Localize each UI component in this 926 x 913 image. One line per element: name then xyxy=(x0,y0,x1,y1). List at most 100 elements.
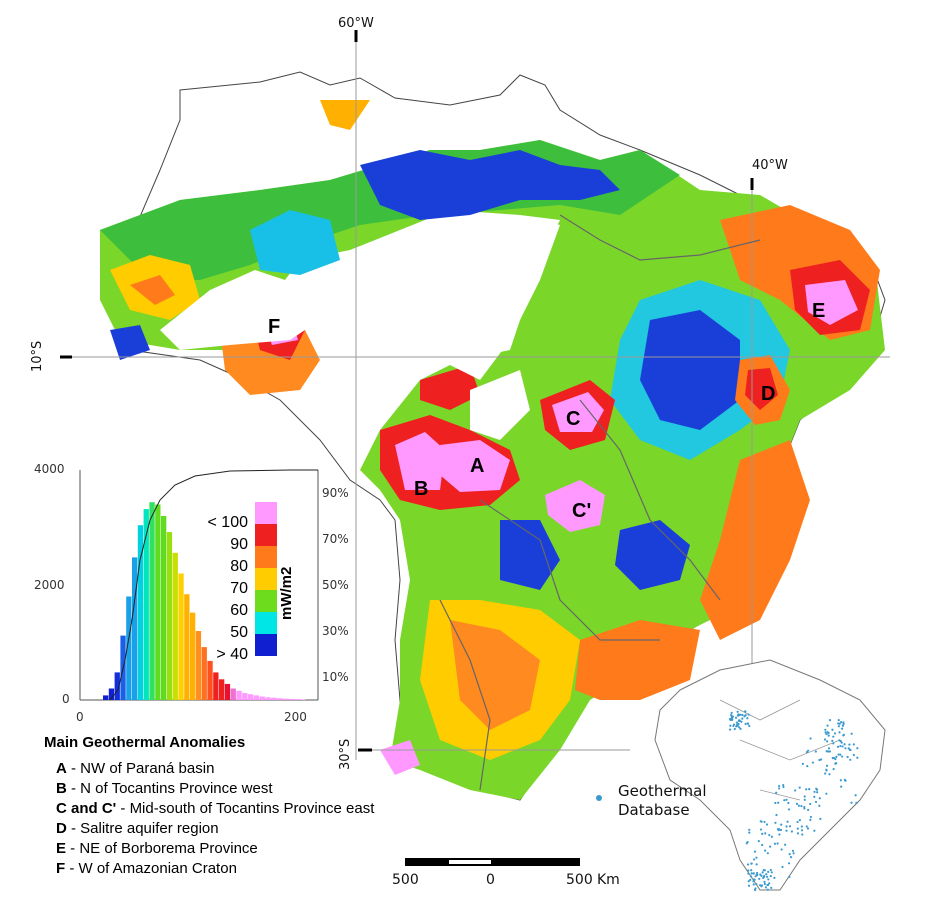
database-point xyxy=(814,750,817,753)
database-point xyxy=(803,807,806,810)
database-point xyxy=(773,876,776,879)
database-point xyxy=(752,872,755,875)
database-point xyxy=(820,758,823,761)
histogram-bar xyxy=(103,695,109,700)
database-point xyxy=(763,880,766,883)
database-point xyxy=(843,778,846,781)
database-point xyxy=(736,714,740,717)
inset-brazil-outline xyxy=(654,659,886,891)
database-point xyxy=(835,762,838,765)
database-point xyxy=(798,786,801,789)
database-point xyxy=(809,818,812,821)
database-point xyxy=(806,764,809,768)
database-point xyxy=(842,721,845,724)
database-point xyxy=(764,849,767,852)
database-point xyxy=(748,831,751,834)
histogram-bar xyxy=(265,697,271,700)
cum-tick-70: 70% xyxy=(322,532,349,546)
hist-y-tick-4000: 4000 xyxy=(34,462,65,476)
database-point xyxy=(846,755,849,759)
histogram-bar xyxy=(294,699,300,700)
database-point xyxy=(774,801,777,805)
histogram-bar xyxy=(259,696,265,700)
histogram-chart xyxy=(79,469,319,701)
scale-bar xyxy=(405,858,580,866)
scale-label-left: 500 xyxy=(392,872,419,888)
anomaly-c: C xyxy=(566,408,581,430)
label-60w: 60°W xyxy=(338,16,374,31)
hist-y-tick-0: 0 xyxy=(62,692,70,706)
database-point xyxy=(796,820,799,824)
database-point xyxy=(788,862,791,865)
geothermal-database-points xyxy=(728,710,859,892)
database-point xyxy=(786,820,789,823)
database-point xyxy=(734,716,738,719)
database-point xyxy=(785,825,788,828)
database-point xyxy=(816,791,819,794)
database-point xyxy=(833,732,837,735)
database-point xyxy=(813,829,816,832)
database-point xyxy=(747,722,750,725)
legend-item-f: F - W of Amazonian Craton xyxy=(56,860,237,877)
histogram-bar xyxy=(190,612,196,700)
database-point xyxy=(785,829,788,832)
database-point xyxy=(765,873,768,876)
database-point xyxy=(760,874,763,878)
database-point xyxy=(782,783,785,787)
database-point xyxy=(764,832,767,835)
anomaly-c-prime: C' xyxy=(572,500,592,522)
database-point xyxy=(782,785,785,788)
data-gap xyxy=(330,215,560,380)
database-point xyxy=(832,756,836,760)
database-point xyxy=(825,732,828,736)
database-point xyxy=(752,880,755,883)
database-point xyxy=(778,833,781,836)
database-point xyxy=(788,825,792,828)
province-boundaries xyxy=(439,214,761,791)
histogram-bar xyxy=(172,552,178,700)
database-point xyxy=(763,820,766,824)
database-point xyxy=(792,852,795,855)
database-point xyxy=(790,830,793,833)
database-point xyxy=(738,726,741,729)
database-point xyxy=(852,753,855,757)
database-point xyxy=(850,801,853,804)
database-point xyxy=(733,727,736,731)
database-point xyxy=(760,820,763,823)
cum-tick-10: 10% xyxy=(322,670,349,684)
database-point xyxy=(813,790,816,793)
database-point xyxy=(806,827,810,830)
database-point xyxy=(828,719,832,722)
database-point xyxy=(840,785,843,788)
anomaly-b: B xyxy=(414,478,429,500)
database-point xyxy=(736,724,739,727)
database-point xyxy=(800,829,804,832)
database-point xyxy=(856,756,859,759)
label-40w: 40°W xyxy=(752,158,788,173)
database-point xyxy=(828,773,831,776)
database-point xyxy=(839,739,842,743)
database-point xyxy=(787,801,790,805)
database-point xyxy=(777,829,780,832)
database-point xyxy=(819,817,822,820)
database-point xyxy=(839,744,842,748)
database-point xyxy=(839,753,842,756)
scale-label-right: 500 xyxy=(566,872,593,888)
histogram-bar xyxy=(195,631,202,700)
database-point xyxy=(801,833,804,836)
database-point xyxy=(807,749,810,752)
database-point xyxy=(825,768,828,771)
database-point xyxy=(849,758,852,761)
database-point xyxy=(746,717,749,720)
database-point xyxy=(842,733,846,736)
database-point xyxy=(837,753,840,756)
histogram-bar xyxy=(300,699,306,700)
histogram-bar xyxy=(184,594,190,700)
database-point xyxy=(815,787,818,790)
database-point xyxy=(850,732,853,735)
database-point xyxy=(827,747,831,750)
histogram-bar xyxy=(149,502,155,700)
database-point xyxy=(758,877,761,880)
hist-x-tick-200: 200 xyxy=(284,710,307,724)
database-point xyxy=(796,832,800,835)
